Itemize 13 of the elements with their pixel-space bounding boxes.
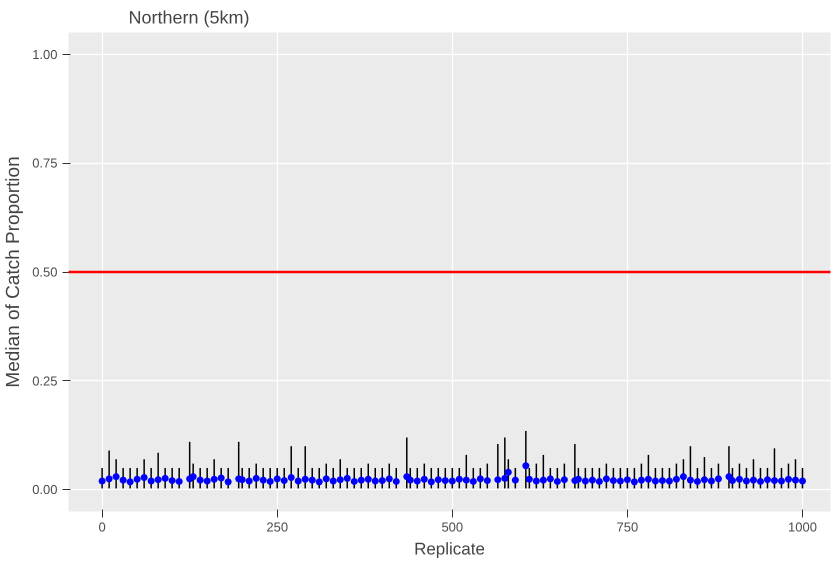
chart-title: Northern (5km) <box>128 8 250 28</box>
x-tick-label: 0 <box>98 520 106 534</box>
y-tick-label: 1.00 <box>32 46 58 62</box>
x-tick-label: 750 <box>616 520 638 534</box>
y-tick-label: 0.75 <box>32 156 58 171</box>
x-tick-label: 500 <box>441 520 464 534</box>
y-tick-label: 0.25 <box>32 373 58 388</box>
x-tick-label: 250 <box>266 520 288 534</box>
y-tick-label: 0.50 <box>32 264 58 280</box>
x-axis-title: Replicate <box>414 540 485 558</box>
y-tick-label: 0.00 <box>32 482 58 498</box>
y-axis-title: Median of Catch Proportion <box>3 156 24 388</box>
x-tick-label: 1000 <box>788 520 817 534</box>
